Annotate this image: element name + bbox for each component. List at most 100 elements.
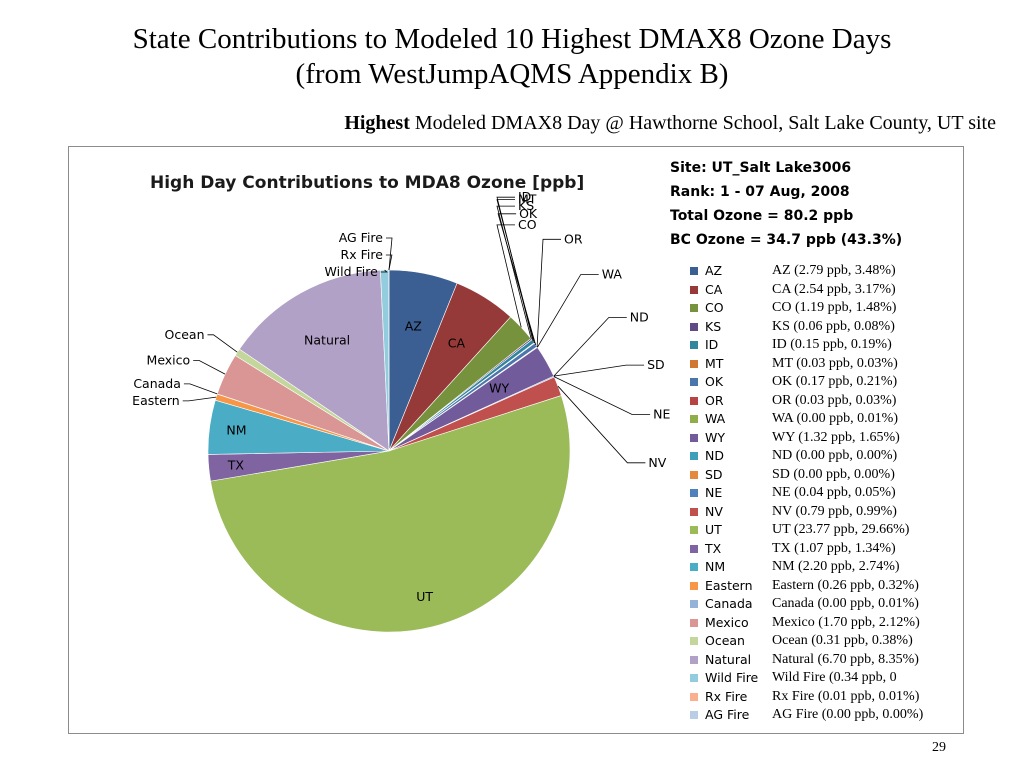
legend-name: WA [705, 411, 726, 426]
legend-value: Canada (0.00 ppb, 0.01%) [772, 596, 919, 611]
slice-label-canada: Canada [133, 376, 181, 391]
pie-slice-ut [210, 395, 571, 633]
legend-value: OK (0.17 ppb, 0.21%) [772, 374, 898, 389]
subtitle-bold: Highest [344, 112, 410, 134]
legend-swatch [690, 489, 698, 497]
slice-label-ocean: Ocean [165, 327, 205, 342]
site-info: Site: UT_Salt Lake3006 Rank: 1 - 07 Aug,… [670, 156, 902, 252]
legend-value: SD (0.00 ppb, 0.00%) [772, 466, 895, 482]
legend-name: ID [705, 337, 719, 352]
slice-label-wild-fire: Wild Fire [325, 264, 379, 279]
legend-name: KS [705, 318, 722, 334]
legend-name: OR [705, 392, 724, 408]
slice-label-ks: KS [518, 198, 534, 213]
slice-label-natural: Natural [304, 332, 350, 347]
legend-swatch [690, 692, 698, 701]
legend-swatch [690, 618, 698, 627]
legend-swatch [690, 470, 698, 479]
legend-name: Eastern [705, 577, 753, 593]
legend-name: Wild Fire [705, 670, 759, 685]
slice-label-sd: SD [647, 357, 665, 372]
legend-value: WY (1.32 ppb, 1.65%) [772, 429, 900, 445]
leader-line-ne [553, 376, 651, 415]
slice-label-ok: OK [519, 206, 538, 221]
legend-name: CA [705, 281, 723, 297]
slide-subtitle: Highest Modeled DMAX8 Day @ Hawthorne Sc… [344, 112, 996, 135]
legend-swatch [690, 674, 698, 682]
legend-name: NE [705, 485, 723, 500]
slice-label-rx-fire: Rx Fire [341, 247, 384, 262]
legend-swatch [690, 526, 698, 534]
leader-line-ok [497, 213, 537, 346]
leader-line-wild-fire [380, 269, 388, 273]
legend-value: NE (0.04 ppb, 0.05%) [772, 485, 896, 500]
pie-leader-lines [182, 196, 651, 464]
legend-value: OR (0.03 ppb, 0.03%) [772, 392, 897, 408]
chart-title: High Day Contributions to MDA8 Ozone [pp… [150, 173, 585, 193]
leader-line-ks [496, 205, 532, 340]
legend-name: Mexico [705, 614, 749, 630]
legend-swatch [690, 378, 698, 386]
legend-name: MT [705, 355, 724, 371]
legend-name: WY [705, 429, 725, 445]
legend-name: SD [705, 466, 723, 482]
legend-value: NM (2.20 ppb, 2.74%) [772, 559, 900, 574]
slice-label-nv: NV [648, 455, 666, 470]
bc-ozone: BC Ozone = 34.7 ppb (43.3%) [670, 232, 903, 248]
slice-label-wa: WA [602, 267, 623, 282]
legend-name: NV [705, 503, 723, 519]
legend-swatch [690, 637, 698, 645]
legend-value: WA (0.00 ppb, 0.01%) [772, 411, 898, 426]
legend-name: TX [705, 540, 722, 556]
legend-swatch [690, 581, 698, 590]
legend-swatch [690, 563, 698, 571]
legend-swatch [690, 452, 698, 460]
site-rank: Rank: 1 - 07 Aug, 2008 [670, 184, 850, 200]
legend-name: OK [705, 374, 724, 389]
slide-title-line-1: State Contributions to Modeled 10 Highes… [132, 23, 892, 55]
slice-label-or: OR [564, 231, 583, 246]
legend-value: MT (0.03 ppb, 0.03%) [772, 355, 898, 371]
legend-value: Natural (6.70 ppb, 8.35%) [772, 651, 919, 667]
leader-line-wa [537, 274, 599, 348]
legend-name: NM [705, 559, 726, 574]
legend-value: Mexico (1.70 ppb, 2.12%) [772, 614, 920, 630]
leader-line-mexico [193, 360, 226, 375]
legend-name: AG Fire [705, 707, 750, 722]
site-name: Site: UT_Salt Lake3006 [670, 160, 852, 176]
legend-name: AZ [705, 263, 723, 278]
legend-swatch [690, 433, 698, 442]
leader-line-ocean [207, 334, 238, 353]
leader-line-canada [183, 383, 218, 395]
leader-line-rx-fire [385, 254, 393, 271]
slice-label-wy: WY [489, 380, 509, 395]
slice-label-ca: CA [448, 336, 466, 351]
legend-swatch [690, 396, 698, 405]
slice-label-nm: NM [226, 423, 246, 438]
legend-value: Eastern (0.26 ppb, 0.32%) [772, 577, 919, 593]
slice-label-mexico: Mexico [147, 353, 191, 368]
total-ozone: Total Ozone = 80.2 ppb [670, 208, 854, 224]
slice-label-ne: NE [653, 407, 670, 422]
legend-name: Ocean [705, 633, 745, 648]
legend-value: AG Fire (0.00 ppb, 0.00%) [772, 707, 924, 722]
leader-line-eastern [182, 396, 217, 402]
legend-value: UT (23.77 ppb, 29.66%) [772, 522, 910, 537]
legend-value: KS (0.06 ppb, 0.08%) [772, 318, 895, 334]
slice-label-az: AZ [405, 319, 422, 334]
legend-swatch [690, 285, 698, 294]
legend-value: NV (0.79 ppb, 0.99%) [772, 503, 897, 519]
leader-line-or [536, 238, 561, 348]
leader-line-nv [557, 385, 646, 464]
leader-line-co [496, 224, 522, 328]
legend-name: Natural [705, 651, 752, 667]
slice-label-id: ID [518, 189, 531, 204]
legend-name: Canada [705, 596, 753, 611]
leader-line-sd [553, 364, 645, 377]
legend-swatch [690, 341, 698, 349]
slice-label-eastern: Eastern [132, 393, 180, 408]
legend-swatch [690, 267, 698, 275]
legend-name: CO [705, 300, 724, 315]
